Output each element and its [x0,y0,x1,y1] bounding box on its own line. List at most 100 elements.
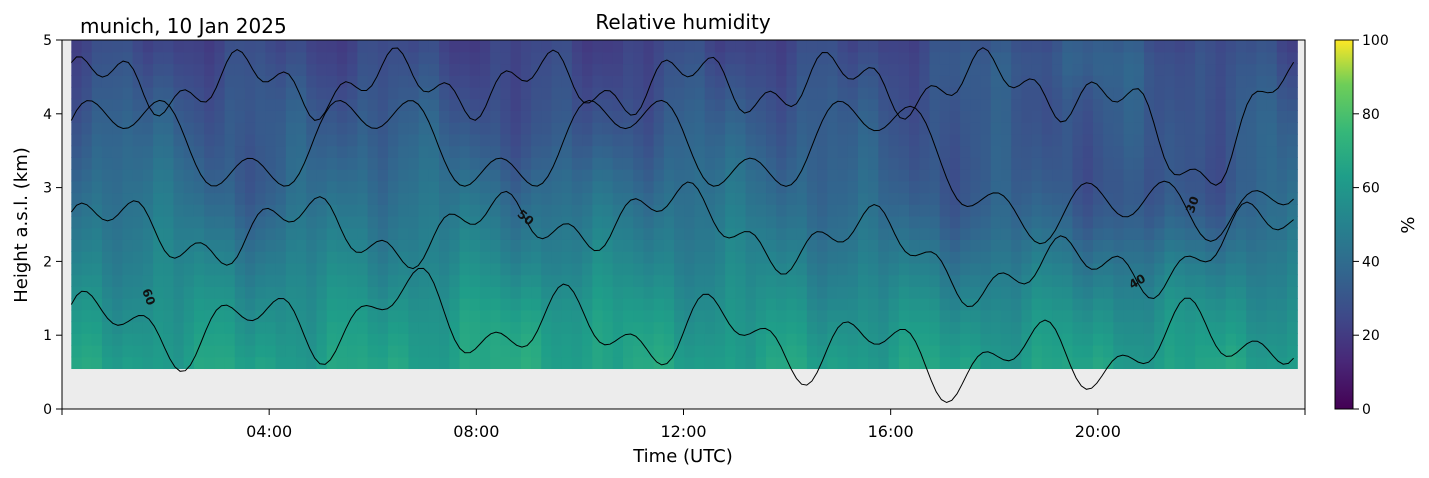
heatmap-cell [173,356,185,370]
heatmap-cell [776,133,788,147]
heatmap-cell [582,122,593,135]
heatmap-cell [71,227,83,240]
heatmap-cell [1235,51,1247,65]
heatmap-cell [827,251,839,264]
heatmap-cell [132,298,144,311]
heatmap-cell [510,122,522,135]
heatmap-cell [725,98,736,111]
heatmap-cell [1062,145,1074,158]
heatmap-cell [1082,133,1094,147]
heatmap-cell [449,321,461,334]
heatmap-cell [582,215,593,229]
heatmap-cell [684,157,696,170]
heatmap-cell [163,215,175,229]
heatmap-cell [490,215,501,229]
heatmap-cell [633,98,645,111]
heatmap-cell [725,40,736,53]
heatmap-cell [265,133,277,147]
heatmap-cell [1021,110,1033,123]
heatmap-cell [551,333,563,346]
heatmap-cell [551,227,563,240]
heatmap-cell [970,51,982,65]
heatmap-cell [1113,333,1125,346]
heatmap-cell [714,110,726,123]
heatmap-cell [71,122,83,135]
heatmap-cell [1092,215,1104,229]
heatmap-cell [1062,298,1074,311]
heatmap-cell [786,204,798,217]
heatmap-cell [571,227,583,240]
heatmap-cell [357,204,369,217]
heatmap-cell [745,51,757,65]
contour-line-60 [70,267,1294,404]
heatmap-cell [796,204,808,217]
heatmap-cell [398,298,410,311]
heatmap-cell [1143,227,1155,240]
heatmap-cell [153,215,164,229]
heatmap-cell [1041,169,1053,182]
heatmap-cell [766,98,777,111]
heatmap-cell [847,110,859,123]
heatmap-cell [1143,145,1155,158]
heatmap-cell [919,251,931,264]
heatmap-cell [459,215,471,229]
heatmap-cell [694,110,706,123]
heatmap-cell [142,333,154,346]
heatmap-cell [275,192,287,205]
heatmap-cell [1123,286,1135,299]
heatmap-cell [255,344,267,358]
heatmap-cell [1062,180,1074,194]
heatmap-cell [336,321,348,334]
heatmap-cell [408,274,420,287]
heatmap-cell [1052,227,1063,240]
heatmap-cell [1215,169,1227,182]
heatmap-cell [214,239,226,252]
heatmap-cell [275,344,287,358]
heatmap-cell [806,344,818,358]
heatmap-cell [163,227,175,240]
heatmap-cell [643,286,655,299]
heatmap-cell [592,204,604,217]
heatmap-cell [704,40,716,53]
heatmap-cell [571,110,583,123]
heatmap-cell [326,180,338,194]
heatmap-cell [960,75,971,88]
heatmap-cell [786,215,798,229]
heatmap-cell [602,344,614,358]
heatmap-cell [479,262,491,276]
heatmap-cell [582,192,593,205]
heatmap-cell [1184,286,1196,299]
heatmap-cell [837,180,849,194]
heatmap-cell [490,262,501,276]
heatmap-cell [786,227,798,240]
heatmap-cell [224,75,236,88]
heatmap-cell [153,251,164,264]
heatmap-cell [520,274,532,287]
heatmap-cell [449,180,461,194]
heatmap-cell [643,344,655,358]
heatmap-cell [1164,157,1176,170]
heatmap-cell [296,251,307,264]
heatmap-cell [909,145,920,158]
heatmap-cell [204,63,215,76]
heatmap-cell [592,215,604,229]
heatmap-cell [786,333,798,346]
heatmap-cell [500,321,512,334]
heatmap-cell [898,262,910,276]
heatmap-cell [745,274,757,287]
heatmap-cell [796,40,808,53]
heatmap-cell [755,133,767,147]
heatmap-cell [153,356,164,370]
heatmap-cell [919,75,931,88]
heatmap-cell [541,192,553,205]
heatmap-cell [204,192,215,205]
heatmap-cell [531,321,542,334]
heatmap-cell [316,215,328,229]
heatmap-cell [970,98,982,111]
heatmap-cell [1235,344,1247,358]
heatmap-cell [949,251,961,264]
heatmap-cell [347,356,358,370]
heatmap-cell [582,51,593,65]
colorbar-tick-label: 40 [1362,254,1380,270]
heatmap-cell [735,180,747,194]
